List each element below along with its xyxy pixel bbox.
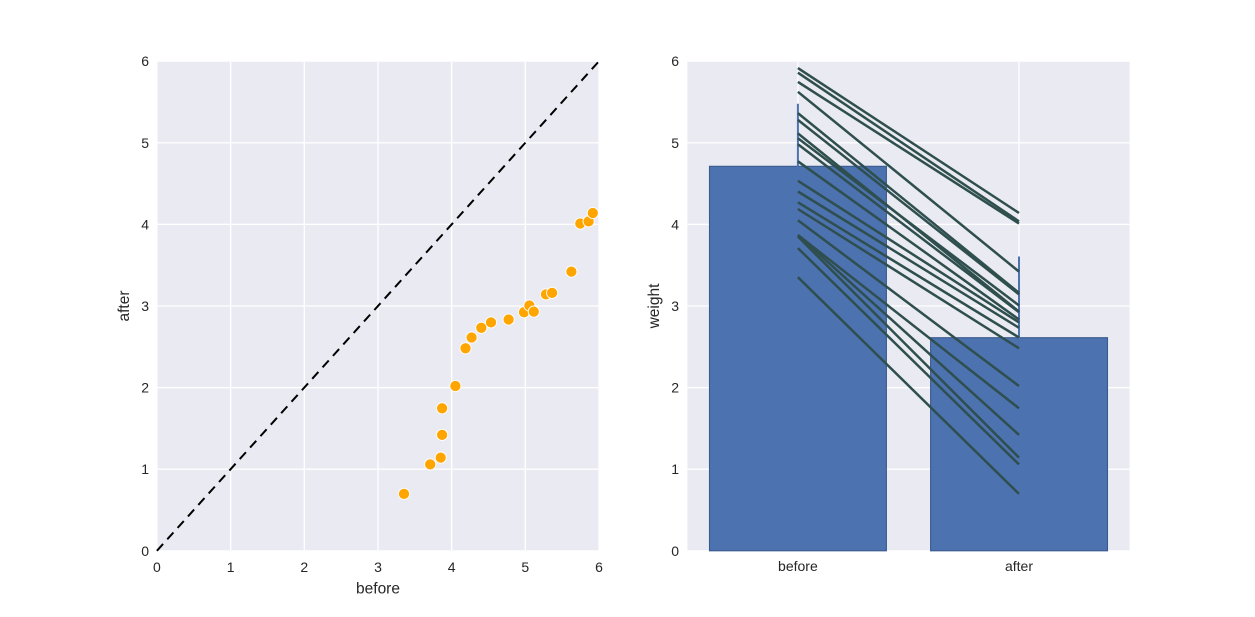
svg-text:after: after <box>1005 558 1033 574</box>
svg-text:after: after <box>116 290 133 321</box>
svg-text:5: 5 <box>521 559 529 575</box>
svg-text:weight: weight <box>646 283 663 329</box>
svg-text:5: 5 <box>671 135 679 151</box>
svg-text:4: 4 <box>671 216 679 232</box>
svg-text:0: 0 <box>671 543 679 559</box>
svg-text:1: 1 <box>671 461 679 477</box>
svg-text:5: 5 <box>141 135 149 151</box>
svg-text:6: 6 <box>141 53 149 69</box>
svg-text:2: 2 <box>300 559 308 575</box>
svg-text:0: 0 <box>141 543 149 559</box>
svg-text:1: 1 <box>141 461 149 477</box>
svg-text:4: 4 <box>141 216 149 232</box>
svg-text:3: 3 <box>141 298 149 314</box>
svg-text:before: before <box>356 581 400 598</box>
svg-text:3: 3 <box>374 559 382 575</box>
svg-text:6: 6 <box>671 53 679 69</box>
svg-text:before: before <box>778 558 818 574</box>
svg-text:3: 3 <box>671 298 679 314</box>
svg-text:4: 4 <box>448 559 456 575</box>
svg-text:2: 2 <box>141 380 149 396</box>
svg-text:0: 0 <box>153 559 161 575</box>
svg-text:1: 1 <box>227 559 235 575</box>
svg-text:2: 2 <box>671 380 679 396</box>
svg-text:6: 6 <box>595 559 603 575</box>
